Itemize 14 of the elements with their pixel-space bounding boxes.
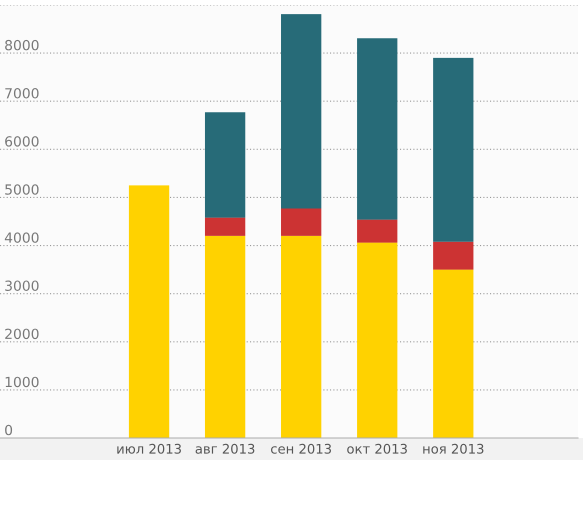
y-tick-label: 6000 (5, 136, 39, 147)
y-tick-label: 3000 (5, 280, 39, 291)
x-tick-label: ноя 2013 (423, 444, 484, 454)
x-tick-label: авг 2013 (196, 444, 254, 454)
y-tick-label: 4000 (4, 232, 39, 243)
x-tick-label: окт 2013 (347, 444, 407, 454)
y-tick-label: 8000 (5, 40, 39, 50)
y-tick-label: 1000 (6, 376, 39, 388)
y-tick-label: 0 (5, 424, 12, 436)
y-tick-label: 5000 (5, 184, 39, 195)
y-tick-label: 7000 (5, 88, 39, 99)
x-tick-label: сен 2013 (271, 444, 331, 454)
y-tick-label: 2000 (5, 328, 39, 340)
x-tick-label: июл 2013 (117, 444, 181, 454)
